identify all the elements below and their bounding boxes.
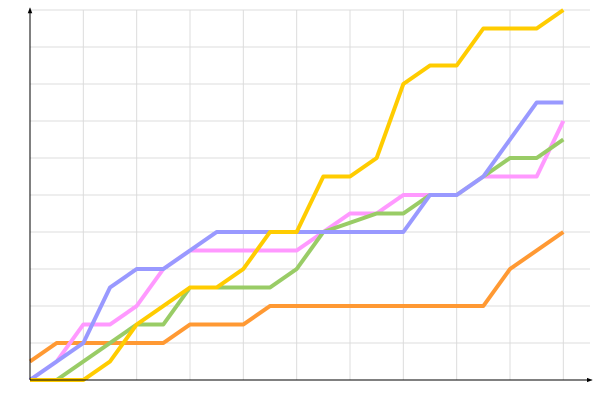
series-line [30,8,565,382]
lines [28,8,566,382]
series-line [28,230,565,364]
grid [29,9,590,381]
